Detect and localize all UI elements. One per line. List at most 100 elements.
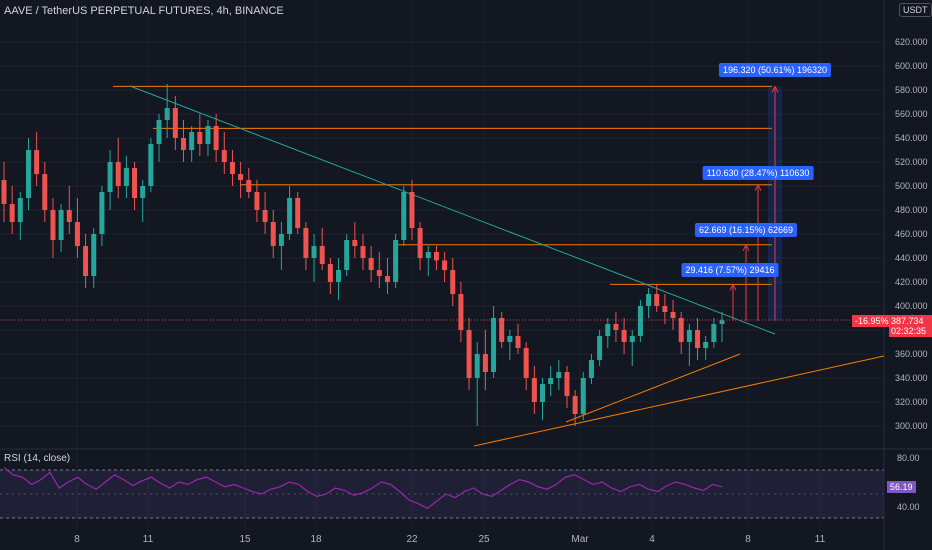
- candle-body: [621, 330, 627, 342]
- candle-body: [548, 378, 554, 384]
- candle-body: [66, 210, 72, 222]
- candle-body: [662, 306, 668, 312]
- candle-body: [1, 180, 7, 204]
- measure-label[interactable]: 196.320 (50.61%) 196320: [718, 63, 832, 77]
- candle-body: [360, 246, 366, 258]
- candle-body: [91, 234, 97, 276]
- current-price-badge: 387.734 02:32:35: [889, 315, 932, 337]
- price-tick: 360.000: [895, 349, 928, 359]
- time-tick: 8: [74, 534, 80, 545]
- candle-body: [695, 330, 701, 348]
- rsi-title: RSI (14, close): [4, 453, 71, 464]
- descending-trendline[interactable]: [129, 85, 776, 335]
- price-tick: 580.000: [895, 85, 928, 95]
- candle-body: [417, 228, 423, 258]
- candle-body: [482, 354, 488, 372]
- candle-body: [491, 318, 497, 372]
- candle-body: [270, 222, 276, 246]
- candle-body: [229, 162, 235, 174]
- time-tick: 25: [478, 534, 490, 545]
- long-support-line[interactable]: [473, 355, 885, 447]
- candle-body: [711, 324, 717, 342]
- candle-body: [172, 108, 178, 138]
- candle-body: [531, 378, 537, 402]
- measure-label[interactable]: 29.416 (7.57%) 29416: [681, 263, 779, 277]
- price-tick: 540.000: [895, 133, 928, 143]
- candle-body: [238, 174, 244, 180]
- chart-title: AAVE / TetherUS PERPETUAL FUTURES, 4h, B…: [4, 5, 284, 17]
- candle-body: [376, 270, 382, 276]
- candle-body: [344, 240, 350, 270]
- candle-body: [474, 354, 480, 378]
- resistance-levels[interactable]: [113, 85, 772, 285]
- rsi-tick: 40.00: [897, 502, 920, 512]
- candle-body: [148, 144, 154, 186]
- candle-body: [401, 192, 407, 240]
- time-tick: 8: [745, 534, 751, 545]
- candle-body: [515, 336, 521, 348]
- time-tick: 15: [239, 534, 251, 545]
- measure-arrowhead: [742, 243, 750, 252]
- candle-body: [523, 348, 529, 378]
- candle-body: [164, 108, 170, 120]
- candle-body: [613, 324, 619, 330]
- candle-body: [115, 162, 121, 186]
- measure-arrows[interactable]: [729, 85, 782, 321]
- current-price: 387.734: [891, 316, 924, 326]
- price-tick: 320.000: [895, 397, 928, 407]
- price-tick: 440.000: [895, 253, 928, 263]
- candle-body: [588, 360, 594, 378]
- candle-body: [83, 246, 89, 276]
- candle-body: [74, 222, 80, 246]
- candle-body: [205, 126, 211, 144]
- price-tick: 460.000: [895, 229, 928, 239]
- candle-body: [34, 150, 40, 174]
- candle-body: [678, 318, 684, 342]
- candle-body: [25, 150, 31, 198]
- measure-arrowhead: [729, 283, 737, 291]
- candle-body: [703, 342, 709, 348]
- price-tick: 560.000: [895, 109, 928, 119]
- candle-body: [319, 246, 325, 264]
- candle-body: [384, 276, 390, 282]
- measure-label[interactable]: 110.630 (28.47%) 110630: [702, 166, 814, 180]
- candle-body: [507, 336, 513, 342]
- candle-body: [686, 330, 692, 342]
- candle-body: [213, 126, 219, 150]
- rising-support-line[interactable]: [565, 353, 741, 423]
- candle-body: [132, 168, 138, 198]
- candle-body: [458, 294, 464, 330]
- candle-body: [197, 132, 203, 144]
- candle-body: [670, 312, 676, 318]
- candle-body: [572, 396, 578, 414]
- candle-body: [327, 264, 333, 282]
- price-tick: 340.000: [895, 373, 928, 383]
- price-tick: 520.000: [895, 157, 928, 167]
- candle-body: [352, 240, 358, 246]
- price-tick: 500.000: [895, 181, 928, 191]
- candle-body: [499, 318, 505, 342]
- candle-body: [58, 210, 64, 240]
- measure-label[interactable]: 62.669 (16.15%) 62669: [694, 223, 798, 237]
- price-tick: 400.000: [895, 301, 928, 311]
- price-tick: 480.000: [895, 205, 928, 215]
- candle-body: [107, 162, 113, 192]
- candle-body: [368, 258, 374, 270]
- candle-body: [580, 378, 586, 414]
- rsi-tick: 80.00: [897, 453, 920, 463]
- candle-body: [50, 210, 56, 240]
- candle-body: [556, 372, 562, 378]
- currency-button[interactable]: USDT: [899, 3, 932, 17]
- candle-body: [262, 210, 268, 222]
- candle-body: [295, 198, 301, 228]
- candle-body: [336, 270, 342, 282]
- candle-body: [221, 150, 227, 162]
- candle-body: [181, 138, 186, 150]
- candle-body: [42, 174, 48, 210]
- time-tick: 18: [310, 534, 322, 545]
- rsi-band: [0, 470, 884, 518]
- candle-body: [99, 192, 105, 234]
- candle-body: [278, 234, 284, 246]
- candle-body: [303, 228, 309, 258]
